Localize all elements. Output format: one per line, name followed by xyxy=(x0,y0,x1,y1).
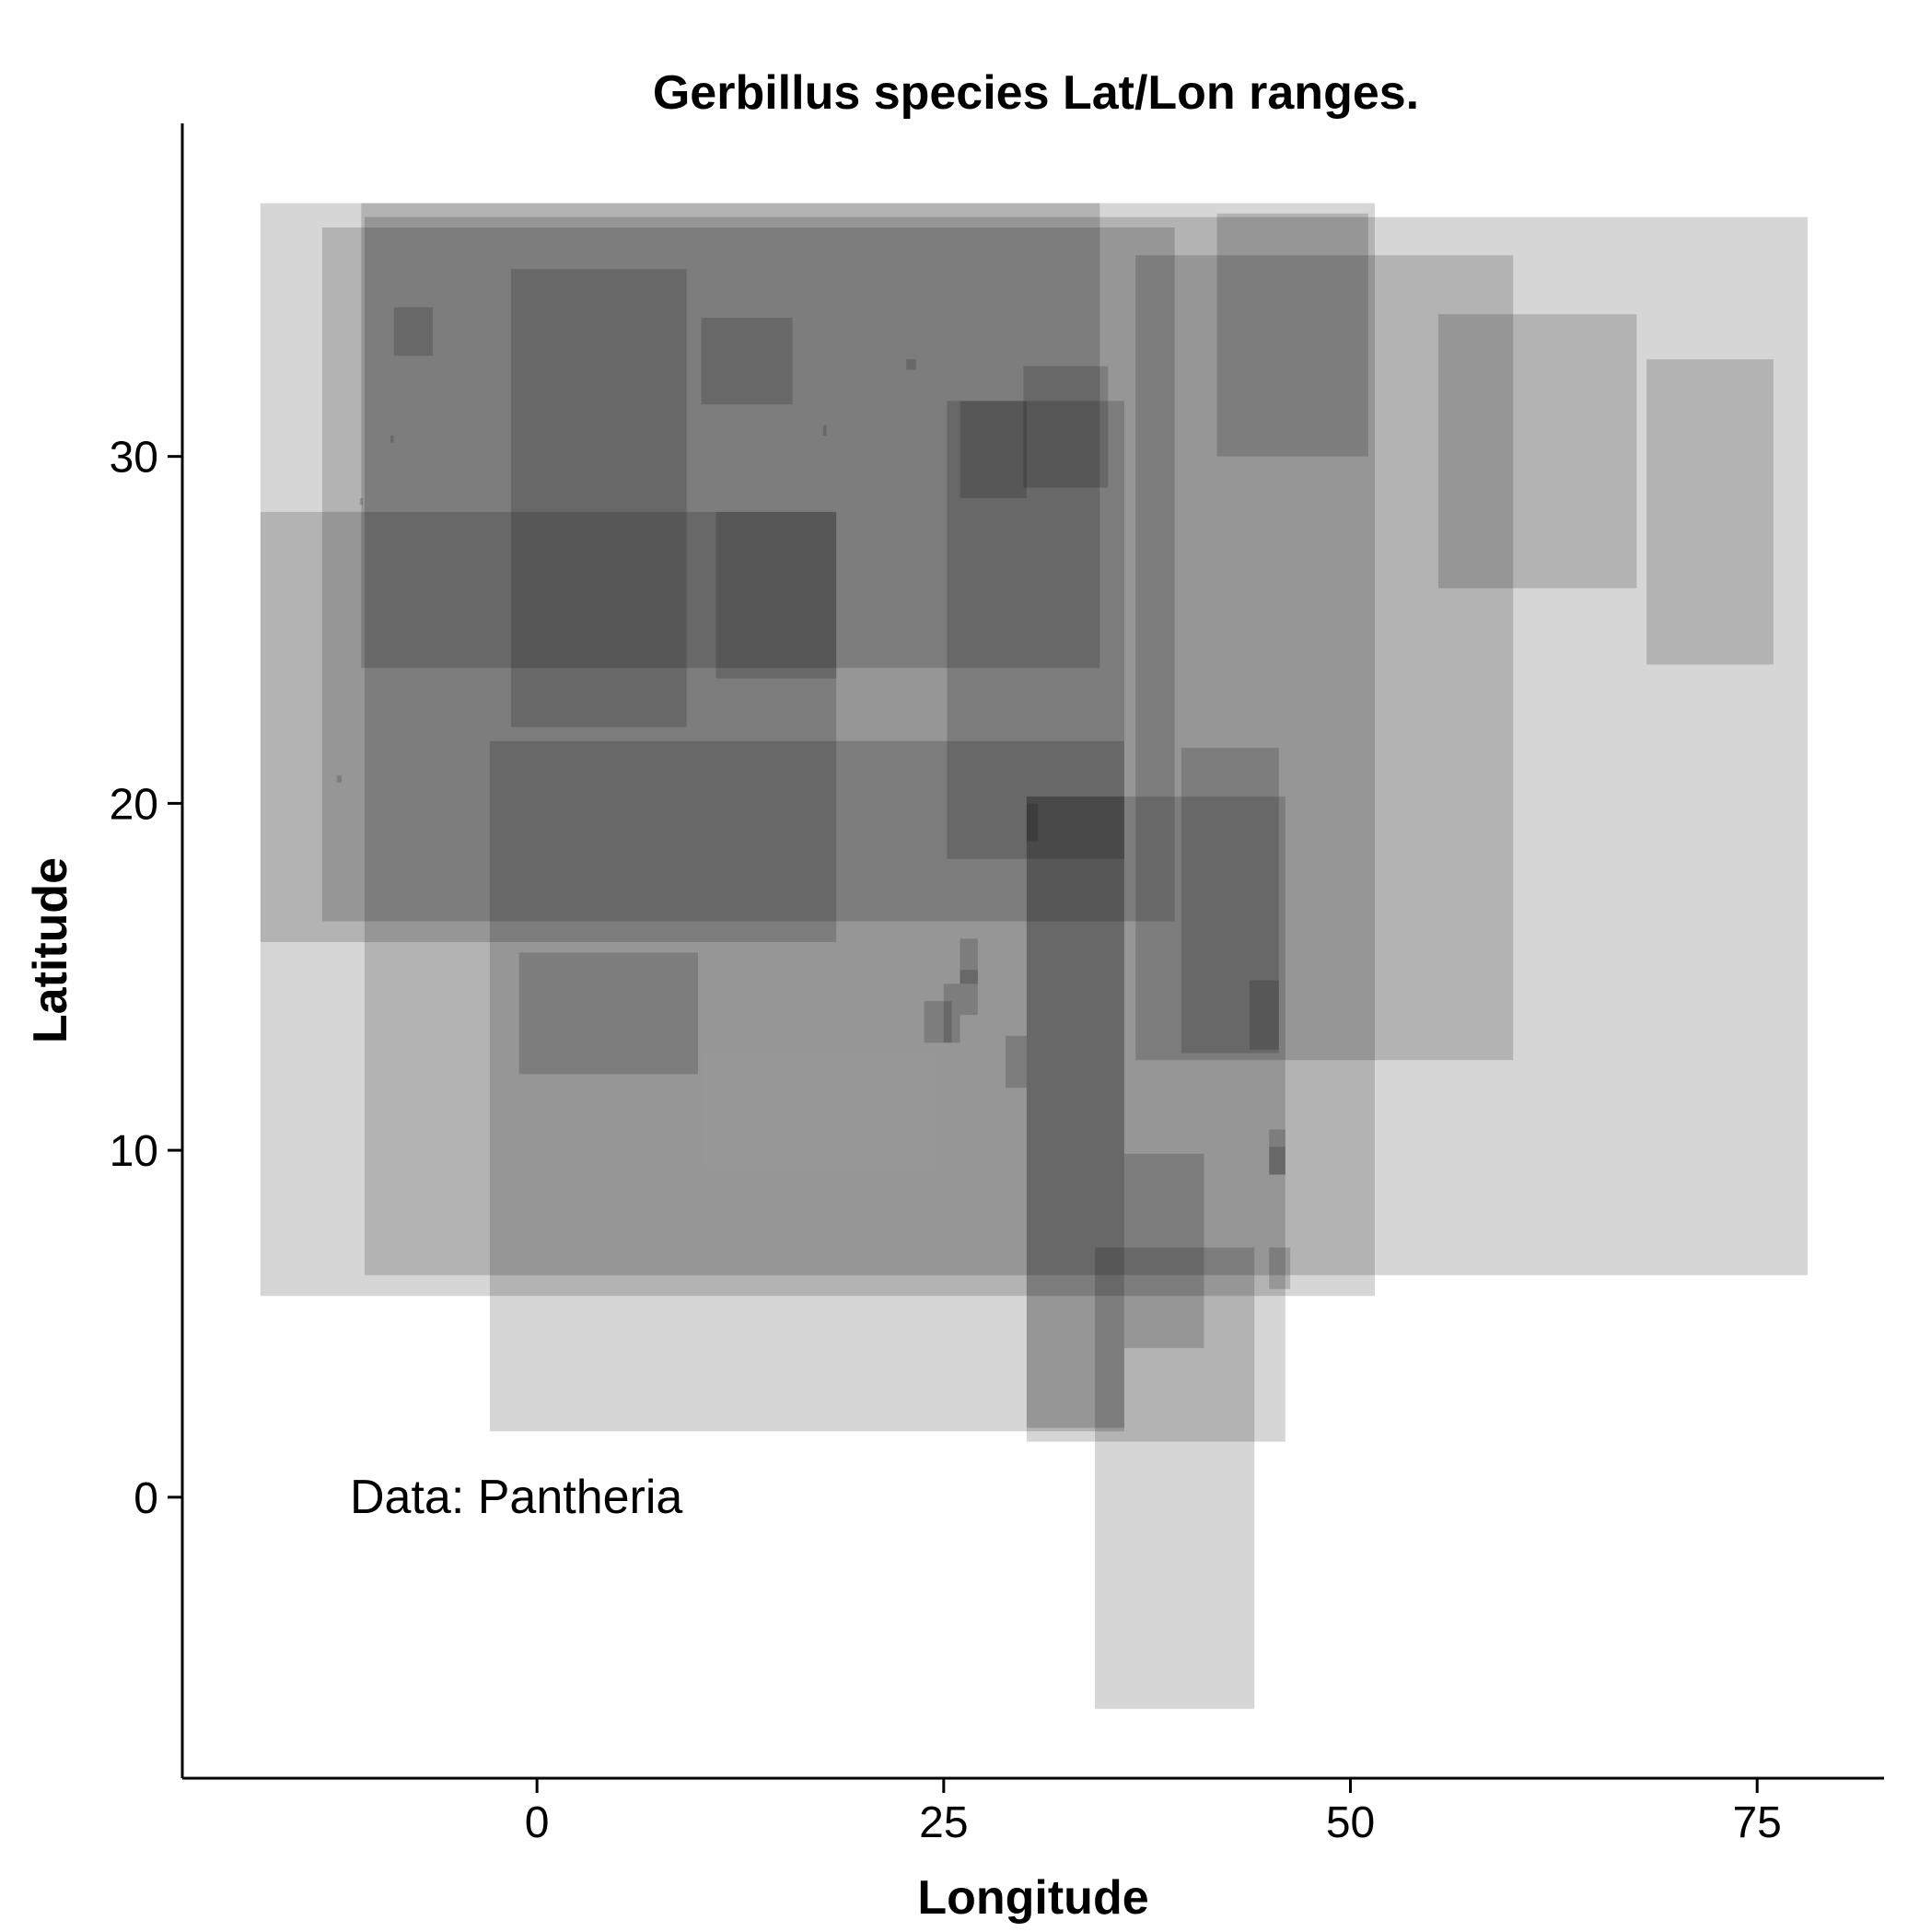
x-axis-ticks: 0 25 50 75 xyxy=(525,1778,1782,1847)
species-range-rect-21 xyxy=(1095,1247,1255,1709)
plot-area xyxy=(260,203,1808,1709)
y-tick-label-0: 0 xyxy=(134,1474,158,1523)
species-range-rect-18 xyxy=(1026,796,1124,1428)
species-range-rect-19 xyxy=(1181,748,1279,1053)
x-tick-label-75: 75 xyxy=(1732,1798,1781,1847)
species-range-rect-38 xyxy=(359,497,364,506)
species-range-rect-33 xyxy=(393,307,434,356)
species-range-rect-14 xyxy=(1216,213,1368,457)
x-axis-label: Longitude xyxy=(917,1871,1148,1925)
species-range-rect-29 xyxy=(960,938,978,1016)
species-range-rect-7 xyxy=(510,269,687,727)
y-tick-label-30: 30 xyxy=(110,434,158,483)
species-range-rect-20 xyxy=(518,952,698,1075)
species-range-rect-30 xyxy=(960,970,978,984)
species-range-rect-6 xyxy=(260,511,837,942)
species-range-rect-3 xyxy=(489,740,1124,1432)
species-range-rect-5 xyxy=(361,203,1100,669)
species-range-rect-31 xyxy=(1006,1035,1027,1088)
chart-title: Gerbillus species Lat/Lon ranges. xyxy=(653,66,1419,120)
y-axis-label: Latitude xyxy=(24,857,77,1043)
species-range-rect-27 xyxy=(924,1001,952,1043)
species-range-rect-12 xyxy=(1023,366,1109,488)
species-range-rect-28 xyxy=(943,983,960,1043)
species-range-rect-37 xyxy=(336,775,343,783)
species-range-rect-1 xyxy=(260,203,1375,1297)
species-range-rect-17 xyxy=(1026,796,1285,1442)
x-tick-label-25: 25 xyxy=(919,1798,968,1847)
species-range-rect-8 xyxy=(701,318,793,405)
species-range-rect-22 xyxy=(1123,1153,1204,1348)
y-tick-label-20: 20 xyxy=(110,780,158,829)
species-range-rect-16 xyxy=(1646,359,1774,665)
species-range-rect-11 xyxy=(960,401,1027,498)
species-range-rect-34 xyxy=(906,359,916,370)
species-range-rect-23 xyxy=(1269,1247,1291,1289)
x-tick-label-50: 50 xyxy=(1326,1798,1375,1847)
species-range-rect-4 xyxy=(321,227,1175,922)
data-source-annotation: Data: Pantheria xyxy=(350,1471,682,1524)
species-range-rect-15 xyxy=(1437,314,1637,588)
species-range-rect-32 xyxy=(1026,803,1039,842)
species-range-rect-2 xyxy=(364,216,1808,1275)
species-range-rect-25 xyxy=(1269,1146,1285,1175)
species-range-rect-36 xyxy=(390,436,394,443)
x-tick-label-0: 0 xyxy=(525,1798,550,1847)
y-axis-ticks: 0 10 20 30 xyxy=(110,434,182,1523)
species-range-rect-24 xyxy=(1269,1129,1285,1175)
species-range-rect-13 xyxy=(1135,255,1514,1061)
species-range-rect-35 xyxy=(823,425,827,436)
species-range-rect-10 xyxy=(947,401,1124,859)
species-range-rect-9 xyxy=(715,511,837,679)
species-range-rect-26 xyxy=(1250,980,1279,1050)
y-tick-label-10: 10 xyxy=(110,1127,158,1176)
